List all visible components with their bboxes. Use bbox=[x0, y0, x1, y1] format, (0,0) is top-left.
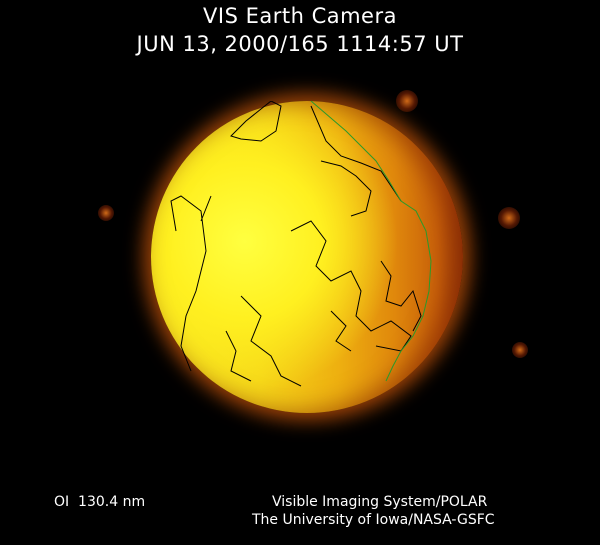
credit-line-2: The University of Iowa/NASA-GSFC bbox=[252, 512, 495, 528]
star-spot bbox=[512, 342, 528, 358]
coastline-west bbox=[170, 195, 212, 372]
terminator-line bbox=[310, 101, 432, 382]
image-title: VIS Earth Camera bbox=[203, 4, 397, 28]
coastline-east bbox=[330, 260, 422, 352]
wavelength-label: OI 130.4 nm bbox=[54, 494, 146, 510]
coastline-overlay bbox=[170, 101, 432, 387]
star-spot bbox=[98, 205, 114, 221]
coastline-center bbox=[225, 160, 412, 387]
star-spot bbox=[498, 207, 520, 229]
image-timestamp: JUN 13, 2000/165 1114:57 UT bbox=[136, 32, 464, 56]
star-spot bbox=[396, 90, 418, 112]
earth-disk bbox=[151, 101, 463, 413]
credit-line-1: Visible Imaging System/POLAR bbox=[272, 494, 488, 510]
coastline-north bbox=[230, 101, 402, 202]
